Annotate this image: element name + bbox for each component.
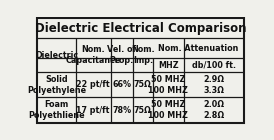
Text: 75Ω: 75Ω — [134, 80, 152, 89]
Text: 78%: 78% — [112, 106, 132, 115]
Text: 22 pt/ft: 22 pt/ft — [76, 80, 110, 89]
Text: 75Ω: 75Ω — [134, 106, 152, 115]
Text: Dielectric: Dielectric — [35, 51, 78, 60]
Text: db/100 ft.: db/100 ft. — [192, 61, 236, 70]
Text: Dielectric Electrical Comparison: Dielectric Electrical Comparison — [35, 22, 246, 35]
Text: Nom.
Imp.: Nom. Imp. — [131, 45, 155, 65]
Text: 50 MHZ
100 MHZ: 50 MHZ 100 MHZ — [149, 75, 188, 95]
Text: 17 pt/ft: 17 pt/ft — [76, 106, 110, 115]
Text: 50 MHZ
100 MHZ: 50 MHZ 100 MHZ — [149, 100, 188, 120]
Text: 66%: 66% — [112, 80, 131, 89]
Text: Nom. Attenuation: Nom. Attenuation — [158, 44, 238, 53]
Text: Foam
Polyethliene: Foam Polyethliene — [28, 100, 85, 120]
Text: MHZ: MHZ — [158, 61, 179, 70]
Text: 2.9Ω
3.3Ω: 2.9Ω 3.3Ω — [203, 75, 224, 95]
Text: 2.0Ω
2.8Ω: 2.0Ω 2.8Ω — [203, 100, 224, 120]
Text: Nom.
Capacitance: Nom. Capacitance — [65, 45, 121, 65]
Text: Vel. of
Prop.: Vel. of Prop. — [107, 45, 136, 65]
Text: Solid
Polyethylene: Solid Polyethylene — [27, 75, 86, 95]
